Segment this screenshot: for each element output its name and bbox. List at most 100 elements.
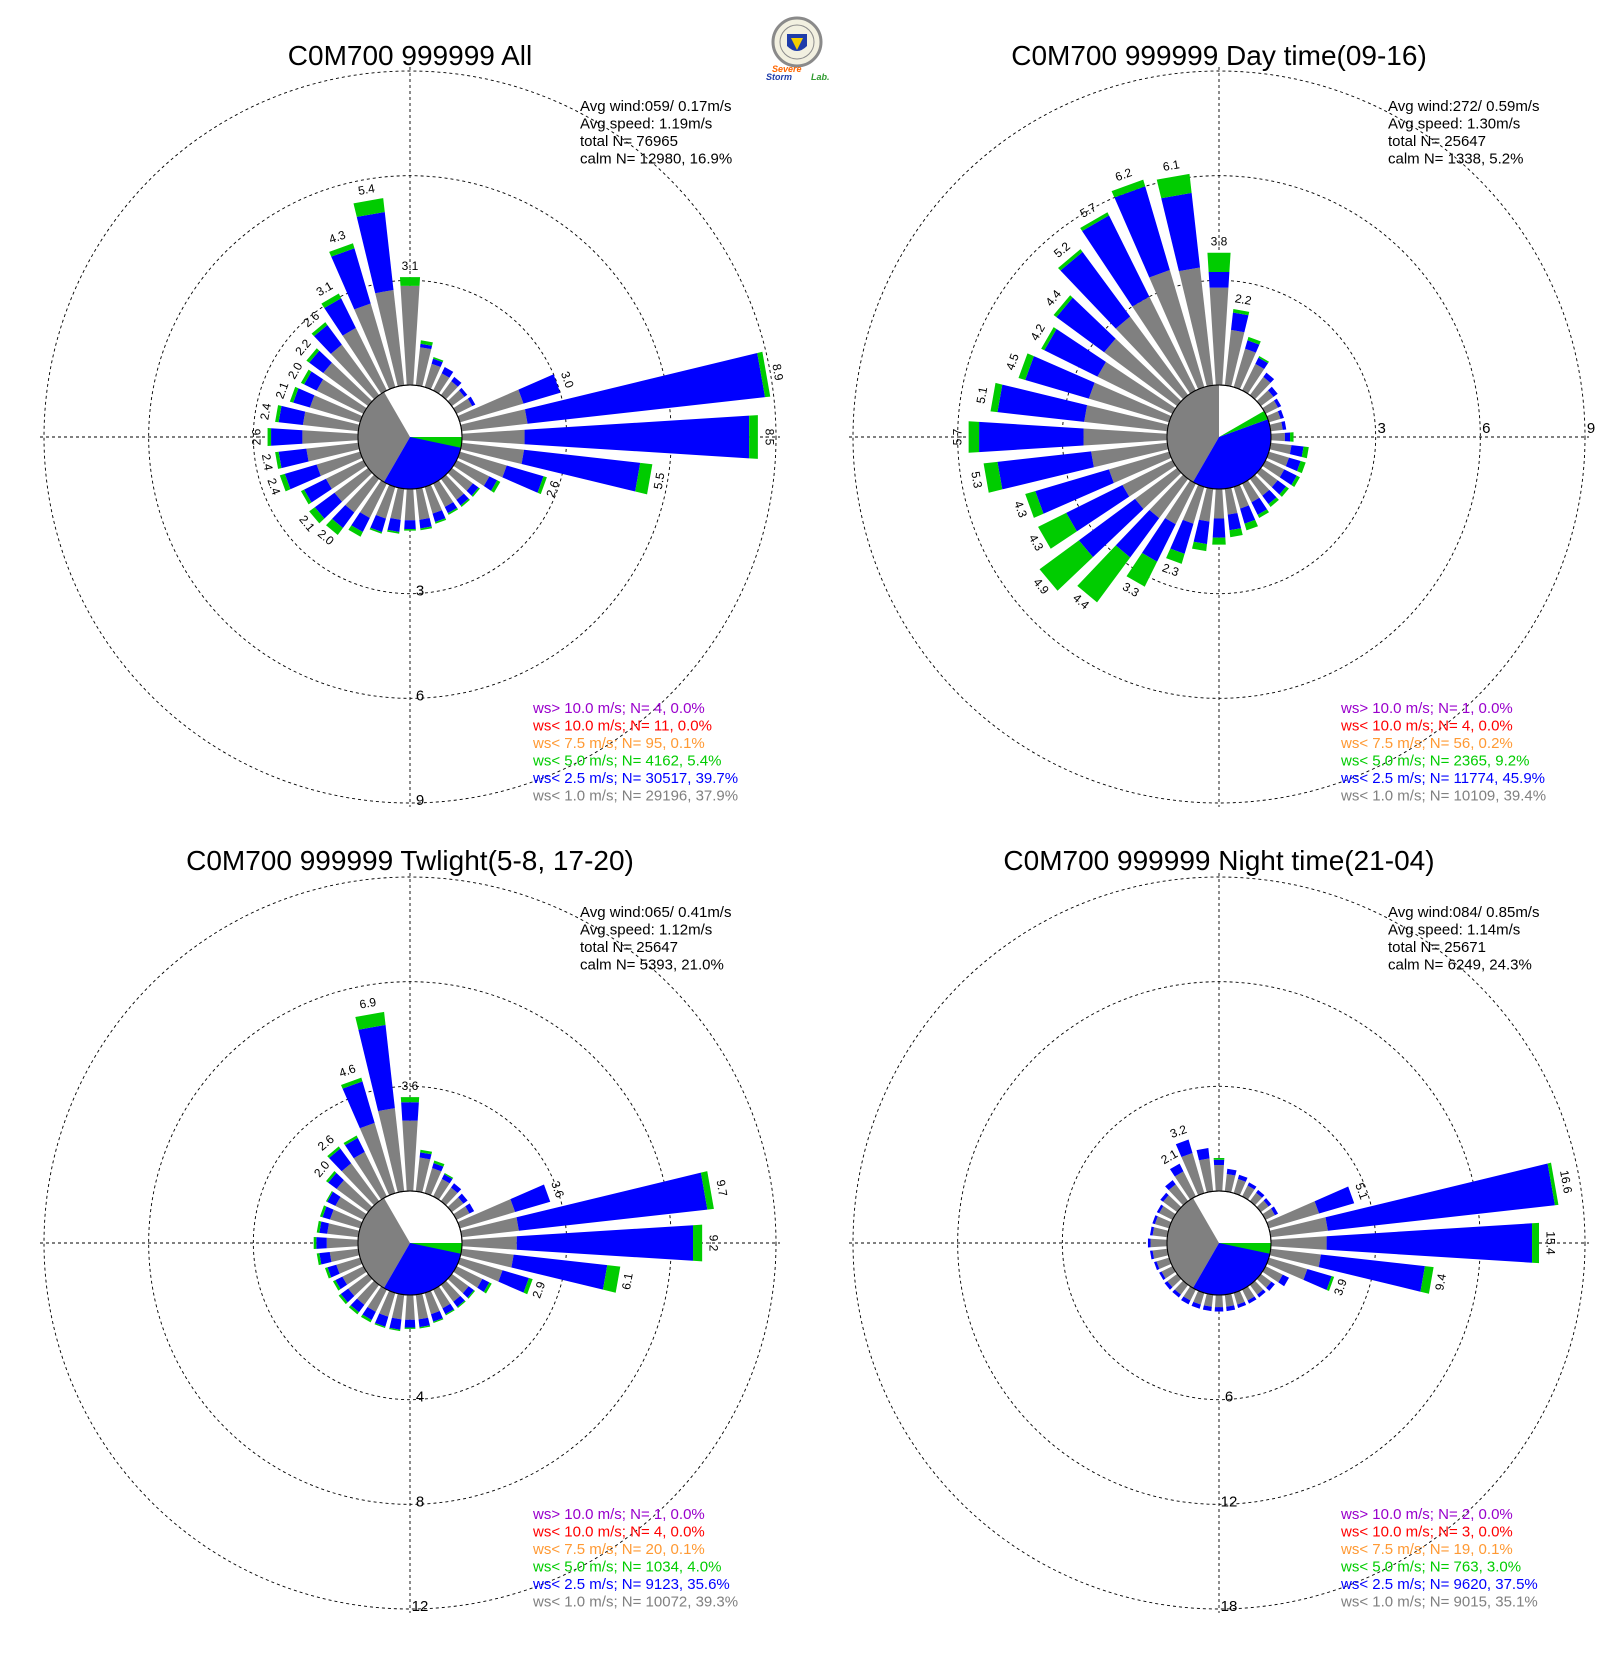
- stats-line: Avg speed: 1.14m/s: [1388, 922, 1520, 939]
- bar-segment-lt25: [319, 1252, 332, 1265]
- bar-segment-lt25: [1196, 1147, 1210, 1161]
- bar-segment-lt25: [345, 1137, 365, 1159]
- stats-line: calm N= 6249, 24.3%: [1388, 957, 1532, 974]
- bar-segment-lt1: [1193, 1290, 1205, 1305]
- bar-segment-lt25: [524, 352, 766, 424]
- bar-segment-lt25: [1159, 1271, 1166, 1280]
- bar-segment-lt1: [424, 1290, 440, 1315]
- bar-segment-lt1: [1270, 432, 1285, 442]
- stats-line: calm N= 12980, 16.9%: [580, 151, 732, 168]
- bar-segment-lt5: [279, 473, 291, 492]
- bar-segment-lt25: [498, 1270, 529, 1293]
- bar-segment-lt1: [440, 1187, 458, 1206]
- logo-text-lab: Lab.: [811, 72, 830, 82]
- bar-segment-lt25: [1262, 489, 1277, 505]
- bar-segment-lt5: [353, 198, 385, 217]
- bar-segment-lt25: [466, 483, 479, 496]
- bar-segment-lt5: [1212, 537, 1226, 545]
- bar-segment-lt25: [1154, 1261, 1160, 1271]
- bar-segment-lt5: [1297, 461, 1306, 474]
- bar-segment-lt25: [1271, 480, 1287, 495]
- bar-segment-lt5: [340, 1077, 363, 1089]
- bar-segment-lt5: [420, 1149, 433, 1155]
- bar-segment-lt25: [1284, 432, 1291, 442]
- calm-slice-lt5: [410, 1243, 462, 1254]
- bar-segment-lt25: [327, 1191, 341, 1206]
- bar-segment-lt5: [329, 243, 355, 257]
- bar-segment-lt25: [387, 518, 401, 533]
- bar-segment-lt1: [1159, 1206, 1176, 1220]
- bar-segment-lt25: [401, 1102, 419, 1121]
- bar-segment-lt5: [1111, 179, 1146, 198]
- bar-segment-lt1: [453, 1266, 483, 1288]
- bar-segment-lt1: [325, 460, 367, 489]
- bar-value-label: 4.6: [337, 1061, 358, 1080]
- bar-segment-lt25: [1214, 1307, 1224, 1312]
- chart-title: C0M700 999999 Day time(09-16): [1011, 40, 1427, 71]
- bar-segment-lt5: [435, 518, 447, 524]
- logo-star-icon: [791, 38, 803, 50]
- bar-segment-lt5: [332, 1280, 341, 1291]
- bar-segment-lt1: [1091, 442, 1169, 468]
- bar-segment-lt1: [1242, 363, 1265, 394]
- calm-slice-lt5: [1219, 1243, 1271, 1254]
- bar-segment-lt5: [275, 405, 282, 423]
- bar-segment-lt1: [1214, 1164, 1224, 1192]
- bar-value-label: 3.1: [402, 259, 419, 273]
- bar-segment-lt1: [359, 480, 387, 518]
- bar-segment-lt1: [367, 1286, 387, 1312]
- bar-value-label: 3.8: [1211, 235, 1228, 249]
- bar-segment-lt1: [1233, 1178, 1246, 1196]
- bar-segment-lt1: [447, 1197, 464, 1213]
- legend-entry: ws< 5.0 m/s; N= 763, 3.0%: [1340, 1559, 1521, 1576]
- bar-segment-lt1: [1108, 451, 1172, 483]
- bar-segment-lt25: [1164, 1281, 1173, 1290]
- bar-segment-lt1: [342, 327, 387, 394]
- bar-value-label: 5.1: [1352, 1181, 1371, 1202]
- bar-segment-lt5: [419, 1325, 431, 1329]
- bar-segment-lt5: [460, 498, 470, 507]
- bar-segment-lt25: [483, 476, 498, 491]
- bar-value-label: 16.6: [1557, 1169, 1575, 1195]
- bar-segment-lt5: [306, 348, 320, 363]
- bar-segment-lt25: [375, 1313, 389, 1327]
- bar-segment-lt1: [375, 289, 405, 387]
- bar-segment-lt1: [1233, 348, 1256, 390]
- bar-segment-lt5: [1039, 540, 1093, 591]
- bar-segment-lt5: [319, 1205, 327, 1218]
- bar-segment-lt5: [360, 1314, 372, 1323]
- legend-entry: ws< 2.5 m/s; N= 9620, 37.5%: [1340, 1576, 1538, 1593]
- bar-segment-lt25: [309, 350, 332, 374]
- bar-value-label: 6.1: [1162, 157, 1181, 174]
- bar-segment-lt5: [267, 428, 272, 446]
- bar-segment-lt25: [1165, 1180, 1176, 1191]
- bar-segment-lt25: [356, 211, 394, 294]
- bar-segment-lt1: [460, 1248, 514, 1268]
- bar-segment-lt25: [1227, 512, 1242, 531]
- bar-segment-lt25: [278, 448, 309, 469]
- bar-segment-lt5: [338, 1294, 348, 1305]
- legend-entry: ws< 2.5 m/s; N= 30517, 39.7%: [532, 770, 738, 787]
- calm-slice-lt5: [1219, 411, 1268, 437]
- bar-segment-lt1: [336, 1180, 373, 1213]
- bar-value-label: 4.3: [327, 227, 348, 246]
- bar-segment-lt5: [749, 415, 758, 459]
- bar-segment-lt25: [997, 451, 1094, 490]
- chart-title: C0M700 999999 All: [288, 40, 532, 71]
- legend-entry: ws< 7.5 m/s; N= 56, 0.2%: [1340, 735, 1513, 752]
- bar-value-label: 5.2: [1051, 239, 1073, 261]
- ring-label: 12: [1221, 1493, 1238, 1510]
- ring-label: 6: [1482, 420, 1490, 437]
- bar-segment-lt25: [432, 510, 446, 523]
- bar-segment-lt1: [1154, 1216, 1172, 1229]
- bar-segment-lt5: [1232, 309, 1250, 316]
- bar-segment-lt5: [1290, 432, 1294, 442]
- bar-segment-lt5: [348, 1305, 359, 1315]
- bar-segment-lt5: [420, 526, 433, 531]
- bar-value-label: 9.4: [1432, 1272, 1449, 1291]
- bar-segment-lt25: [1263, 372, 1275, 383]
- bar-segment-lt5: [483, 1282, 492, 1294]
- bar-segment-lt25: [1326, 1223, 1533, 1263]
- bar-segment-lt25: [1226, 1168, 1237, 1176]
- legend-entry: ws> 10.0 m/s; N= 4, 0.0%: [532, 700, 705, 717]
